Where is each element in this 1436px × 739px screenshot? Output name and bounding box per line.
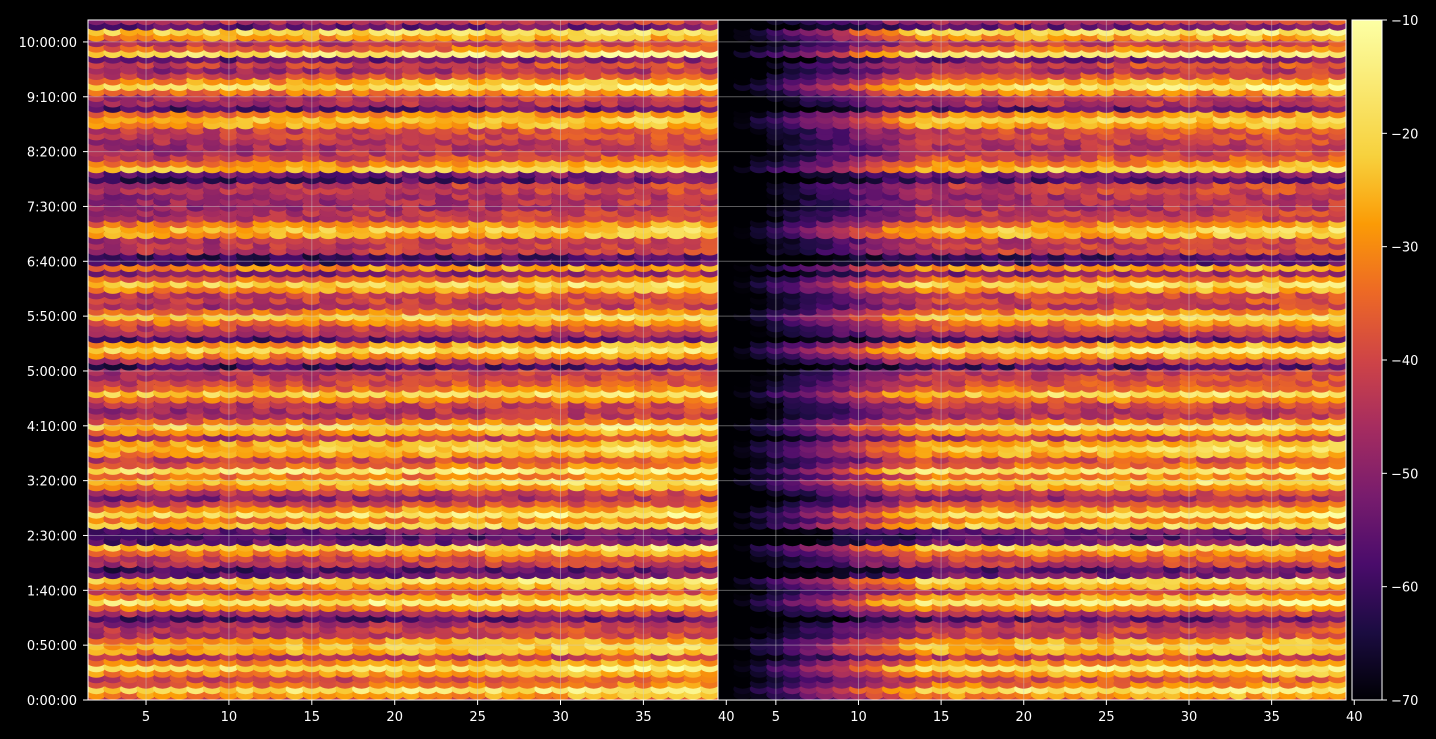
x-tick-label: 30 — [552, 710, 569, 725]
x-tick-label: 5 — [142, 710, 150, 725]
y-tick-label: 3:20:00 — [27, 475, 77, 490]
y-tick-label: 10:00:00 — [19, 36, 77, 51]
x-tick-label: 15 — [304, 710, 321, 725]
y-tick-label: 0:50:00 — [27, 639, 77, 654]
y-axis: 0:00:00 0:50:00 1:40:00 2:30:00 3:20:00 4:10:… — [19, 36, 88, 709]
panel-left: 5 10 15 20 25 30 35 40 0:00:00 0:50:00 1:40:00 2:3… — [19, 19, 735, 725]
y-tick-label: 5:50:00 — [27, 310, 77, 325]
panel-right: 5 10 15 20 25 30 35 40 — [717, 19, 1363, 725]
x-tick-label: 25 — [469, 710, 486, 725]
panel-left-cells — [88, 20, 718, 700]
y-tick-label: 5:00:00 — [27, 365, 77, 380]
panel-left-x-axis: 5 10 15 20 25 30 35 40 — [142, 700, 735, 725]
x-tick-label: 35 — [635, 710, 652, 725]
x-tick-label: 40 — [718, 710, 735, 725]
y-tick-label: 7:30:00 — [27, 200, 77, 215]
y-tick-label: 0:00:00 — [27, 694, 77, 709]
x-tick-label: 20 — [386, 710, 403, 725]
y-tick-label: 4:10:00 — [27, 420, 77, 435]
y-tick-label: 9:10:00 — [27, 91, 77, 106]
x-tick-label: 10 — [221, 710, 238, 725]
panel-right-cells — [718, 20, 1346, 700]
y-tick-label: 1:40:00 — [27, 584, 77, 599]
y-tick-label: 6:40:00 — [27, 255, 77, 270]
y-tick-label: 2:30:00 — [27, 529, 77, 544]
y-tick-label: 8:20:00 — [27, 146, 77, 161]
